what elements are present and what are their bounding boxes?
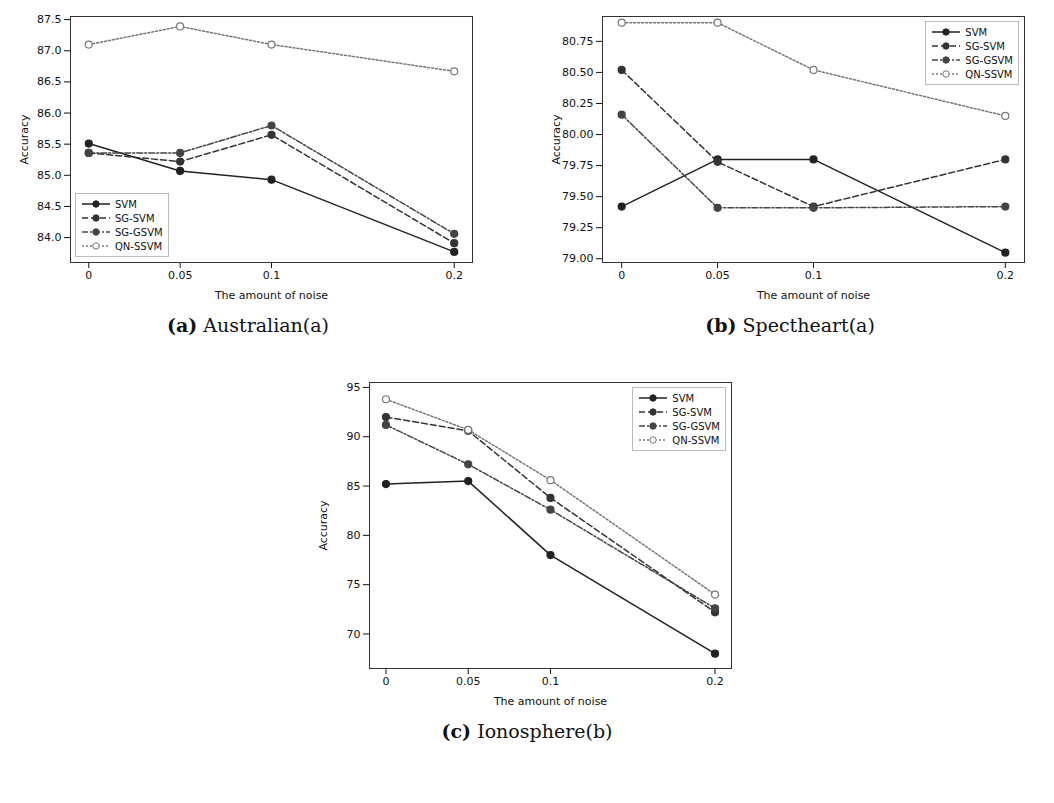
svg-text:0.2: 0.2: [445, 269, 463, 282]
html-text:SG-GSVM: SG-GSVM: [672, 420, 720, 432]
svg-text:0.1: 0.1: [542, 675, 560, 688]
svg-text:85.5: 85.5: [37, 138, 62, 151]
svg-text:85: 85: [347, 480, 361, 493]
html-text:SVM: SVM: [965, 26, 988, 38]
svg-text:84.5: 84.5: [37, 200, 62, 213]
svg-text:0.05: 0.05: [456, 675, 481, 688]
svg-text:0: 0: [85, 269, 92, 282]
html-text:SVM: SVM: [115, 198, 137, 210]
svg-text:Accuracy: Accuracy: [18, 114, 31, 165]
svg-text:79.00: 79.00: [562, 252, 594, 265]
svg-text:79.75: 79.75: [562, 159, 594, 172]
svg-text:75: 75: [347, 578, 361, 591]
svg-text:79.50: 79.50: [562, 190, 594, 203]
svg-text:0.2: 0.2: [706, 675, 724, 688]
html-text:SG-GSVM: SG-GSVM: [965, 54, 1013, 66]
svg-text:80: 80: [347, 529, 361, 542]
svg-text:79.25: 79.25: [562, 221, 594, 234]
html-text:SG-SVM: SG-SVM: [965, 40, 1005, 52]
svg-text:The amount of noise: The amount of noise: [493, 695, 607, 708]
svg-text:70: 70: [347, 628, 361, 641]
svg-text:0.05: 0.05: [168, 269, 193, 282]
svg-text:87.0: 87.0: [37, 44, 62, 57]
svg-text:80.50: 80.50: [562, 66, 594, 79]
html-text:SG-SVM: SG-SVM: [672, 406, 712, 418]
svg-text:86.5: 86.5: [37, 75, 62, 88]
html-text:QN-SSVM: QN-SSVM: [115, 240, 163, 252]
html-text:QN-SSVM: QN-SSVM: [672, 434, 720, 446]
svg-text:80.75: 80.75: [562, 35, 594, 48]
svg-text:0.2: 0.2: [997, 269, 1015, 282]
svg-text:0.05: 0.05: [705, 269, 730, 282]
html-text:(a) Australian(a): (a) Australian(a): [167, 314, 329, 336]
svg-text:86.0: 86.0: [37, 107, 62, 120]
html-text:(c) Ionosphere(b): (c) Ionosphere(b): [441, 720, 613, 742]
svg-text:0: 0: [382, 675, 389, 688]
svg-text:95: 95: [347, 381, 361, 394]
svg-text:84.0: 84.0: [37, 231, 62, 244]
svg-text:The amount of noise: The amount of noise: [756, 289, 870, 302]
html-text:(b) Spectheart(a): (b) Spectheart(a): [705, 314, 875, 336]
html-text:SG-SVM: SG-SVM: [115, 212, 155, 224]
svg-text:Accuracy: Accuracy: [550, 114, 563, 165]
html-text:QN-SSVM: QN-SSVM: [965, 68, 1013, 80]
svg-text:Accuracy: Accuracy: [317, 500, 330, 551]
svg-text:90: 90: [347, 430, 361, 443]
svg-text:0: 0: [618, 269, 625, 282]
svg-text:0.1: 0.1: [263, 269, 281, 282]
svg-text:The amount of noise: The amount of noise: [214, 289, 328, 302]
html-text:SG-GSVM: SG-GSVM: [115, 226, 163, 238]
svg-text:0.1: 0.1: [805, 269, 823, 282]
svg-text:80.25: 80.25: [562, 97, 594, 110]
svg-text:85.0: 85.0: [37, 169, 62, 182]
svg-text:87.5: 87.5: [37, 13, 62, 26]
html-text:SVM: SVM: [672, 392, 695, 404]
svg-text:80.00: 80.00: [562, 128, 594, 141]
